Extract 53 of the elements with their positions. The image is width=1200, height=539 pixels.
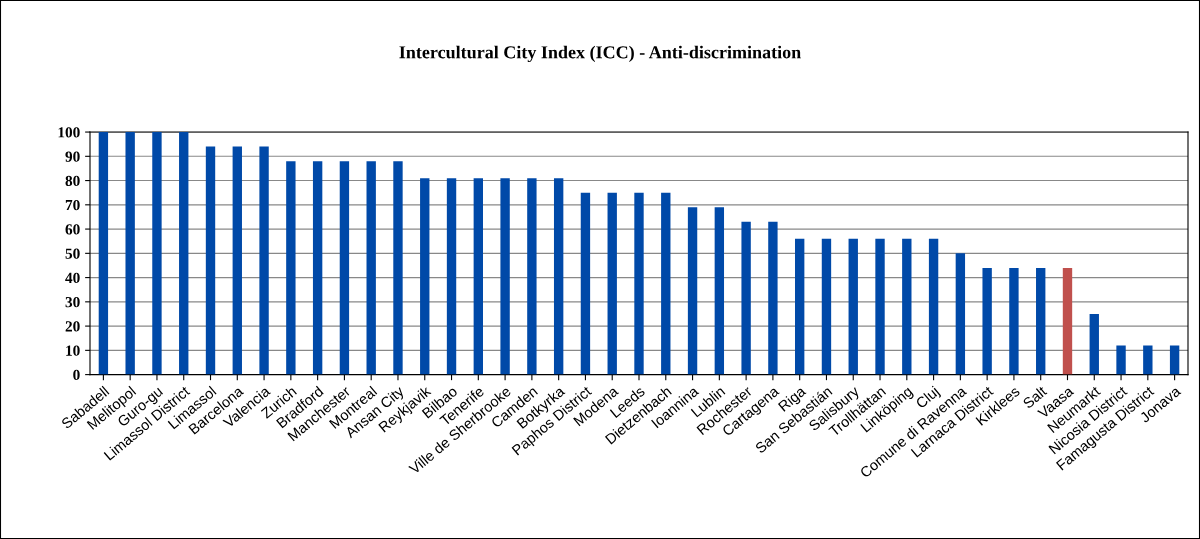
- bar: [393, 161, 403, 375]
- bar: [98, 132, 109, 375]
- bar: [259, 146, 269, 375]
- bar: [553, 178, 564, 375]
- bar: [607, 192, 617, 375]
- y-tick-label: 20: [65, 321, 80, 332]
- bar: [152, 132, 162, 375]
- y-tick-label: 30: [65, 296, 80, 308]
- y-tick-label: 80: [65, 175, 80, 187]
- bar: [902, 238, 912, 375]
- bar: [1169, 345, 1180, 375]
- bar: [1062, 267, 1073, 375]
- y-tick-label: 50: [65, 248, 80, 259]
- bar: [848, 238, 858, 375]
- bar: [205, 146, 216, 375]
- bar: [1036, 267, 1046, 375]
- bar: [580, 192, 591, 375]
- y-tick-label: 60: [65, 224, 80, 235]
- bar: [339, 161, 350, 375]
- bar: [473, 178, 483, 375]
- bar: [1116, 345, 1126, 375]
- y-tick-label: 100: [58, 127, 80, 138]
- bar: [366, 161, 376, 375]
- bar: [1009, 267, 1019, 375]
- bar: [446, 178, 457, 375]
- bar: [875, 238, 885, 375]
- chart-title: Intercultural City Index (ICC) - Anti-discrimination: [399, 45, 801, 63]
- y-tick-label: 10: [66, 345, 80, 356]
- bar: [232, 146, 242, 375]
- bar: [286, 161, 296, 375]
- bar: [634, 192, 644, 375]
- bar: [687, 207, 698, 375]
- bar: [928, 238, 939, 375]
- bar: [982, 267, 992, 375]
- bar: [179, 132, 189, 375]
- y-tick-label: 70: [65, 199, 80, 211]
- bar: [821, 238, 832, 375]
- bar: [500, 178, 510, 375]
- bar: [1089, 313, 1099, 375]
- bar: [125, 132, 135, 375]
- bar: [768, 221, 778, 375]
- bar: [741, 221, 751, 375]
- bar: [312, 161, 323, 375]
- bar: [955, 253, 966, 375]
- bar: [1143, 345, 1153, 375]
- bar: [795, 238, 805, 375]
- bar: [714, 207, 725, 375]
- bar: [527, 178, 537, 375]
- y-tick-label: 40: [65, 272, 80, 284]
- y-tick-label: 0: [73, 369, 80, 381]
- bar: [661, 192, 671, 375]
- bar: [420, 178, 430, 375]
- y-tick-label: 90: [65, 151, 80, 162]
